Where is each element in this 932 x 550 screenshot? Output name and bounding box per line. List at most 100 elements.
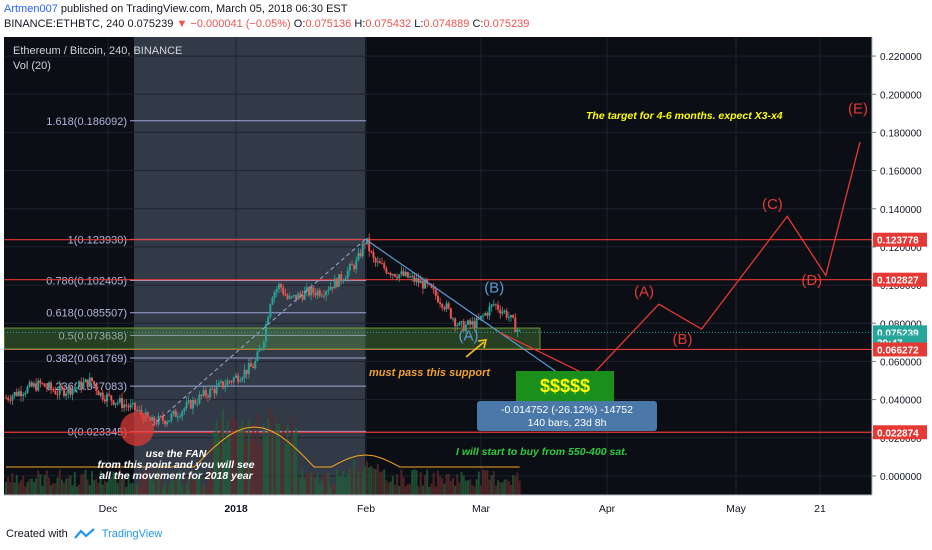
volume-bar	[125, 486, 128, 495]
candle-body	[80, 381, 83, 390]
candle-body	[37, 380, 40, 391]
candle-body	[247, 363, 250, 375]
volume-bar	[299, 478, 302, 495]
candle-body	[146, 412, 149, 418]
candle-body	[35, 383, 38, 391]
candle-body	[413, 275, 416, 282]
candle-body	[297, 293, 300, 300]
candle-body	[432, 287, 435, 290]
candle-body	[202, 390, 205, 396]
candle-body	[260, 348, 263, 350]
candle-body	[22, 394, 25, 397]
candle-body	[314, 292, 317, 296]
candle-body	[512, 315, 515, 318]
candle-body	[346, 270, 349, 279]
candle-body	[424, 279, 427, 289]
volume-bar	[303, 478, 306, 495]
time-axis[interactable]: Dec 2018 Feb Mar Apr May 21	[4, 494, 872, 515]
volume-bar	[202, 484, 205, 495]
candle-body	[456, 325, 459, 327]
volume-bar	[262, 422, 265, 495]
volume-bar	[436, 470, 439, 495]
fib-level-label: 0.236(0.047083)	[46, 381, 127, 393]
volume-bar	[335, 469, 338, 495]
volume-bar	[260, 439, 263, 495]
candle-body	[116, 402, 119, 404]
candle-body	[415, 278, 418, 282]
candle-body	[239, 380, 242, 382]
volume-bar	[20, 480, 23, 495]
volume-bar	[159, 471, 162, 495]
volume-bar	[15, 474, 18, 495]
x-tick-label: Apr	[599, 503, 616, 515]
candle-body	[318, 290, 321, 296]
low-value: 0.074889	[423, 18, 470, 30]
volume-bar	[512, 475, 515, 495]
volume-bar	[56, 477, 59, 495]
candle-body	[441, 303, 444, 308]
volume-bar	[230, 418, 233, 495]
volume-bar	[469, 479, 472, 495]
volume-bar	[45, 470, 48, 495]
volume-bar	[43, 474, 46, 495]
volume-bar	[54, 483, 57, 495]
tradingview-brand[interactable]: TradingView	[101, 528, 163, 540]
volume-bar	[357, 470, 360, 495]
volume-bar	[155, 469, 158, 495]
volume-bar	[368, 467, 371, 495]
candle-body	[243, 369, 246, 378]
buy-zone-label: $$$$$	[540, 376, 590, 396]
candle-body	[189, 400, 192, 409]
volume-bar	[50, 485, 53, 495]
candle-body	[411, 275, 414, 277]
volume-bar	[258, 445, 261, 495]
candle-body	[204, 390, 207, 396]
candle-body	[492, 304, 495, 306]
tradingview-logo-icon	[73, 528, 95, 539]
published-text: published on TradingView.com, March 05, …	[60, 3, 348, 15]
volume-bar	[75, 486, 78, 495]
volume-bar	[297, 478, 300, 495]
volume-bar	[103, 480, 106, 495]
candle-body	[30, 382, 33, 387]
volume-bar	[467, 480, 470, 495]
candle-body	[86, 379, 89, 388]
author-link[interactable]: Artmen007	[4, 3, 58, 15]
candle-body	[118, 398, 121, 403]
volume-bar	[69, 475, 72, 495]
candle-body	[125, 404, 128, 407]
price-tag-label: 0.066272	[877, 345, 919, 356]
trend-drawings	[151, 238, 570, 427]
wave-label: (B)	[484, 280, 504, 297]
measure-line-1: -0.014752 (-26.12%) -14752	[501, 404, 633, 416]
candle-body	[421, 280, 424, 289]
candle-body	[265, 323, 268, 342]
candle-body	[292, 294, 295, 297]
chart-area[interactable]: 1.618(0.186092) 1(0.123930) 0.786(0.102405…	[4, 37, 928, 522]
volume-bar	[207, 472, 210, 495]
candle-body	[516, 329, 519, 332]
volume-bar	[245, 443, 248, 495]
candle-body	[127, 406, 130, 408]
candle-body	[26, 386, 29, 393]
candle-body	[43, 383, 46, 387]
volume-bar	[387, 482, 390, 495]
price-tag-bg	[873, 232, 927, 247]
volume-bar	[226, 420, 229, 495]
volume-bar	[338, 475, 341, 495]
candle-body	[28, 382, 31, 387]
target-annotation: The target for 4-6 months. expect X3-x4	[586, 110, 783, 122]
candle-body	[32, 383, 35, 387]
volume-bar	[58, 469, 61, 495]
candle-body	[299, 293, 302, 296]
candle-body	[417, 278, 420, 284]
volume-bar	[90, 471, 93, 495]
candle-body	[376, 261, 379, 263]
volume-bar	[86, 479, 89, 495]
candle-body	[473, 321, 476, 329]
volume-bar	[28, 479, 31, 495]
support-band	[4, 327, 541, 350]
chart-svg[interactable]: 1.618(0.186092) 1(0.123930) 0.786(0.102405…	[4, 37, 928, 522]
volume-bar	[108, 478, 111, 495]
volume-bar	[269, 408, 272, 495]
